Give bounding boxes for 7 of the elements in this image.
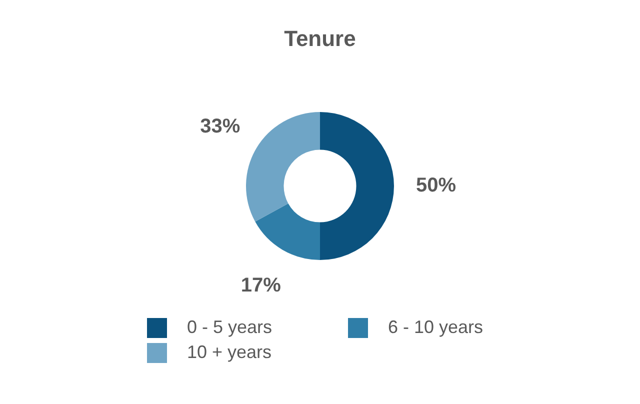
data-label: 17% bbox=[240, 274, 282, 296]
chart-title: Tenure bbox=[283, 26, 357, 52]
legend-label: 6 - 10 years bbox=[388, 317, 484, 338]
data-label: 33% bbox=[200, 115, 240, 138]
data-label: 50% bbox=[416, 174, 456, 197]
legend-label: 0 - 5 years bbox=[187, 317, 272, 338]
legend-label: 10 + years bbox=[187, 342, 272, 363]
